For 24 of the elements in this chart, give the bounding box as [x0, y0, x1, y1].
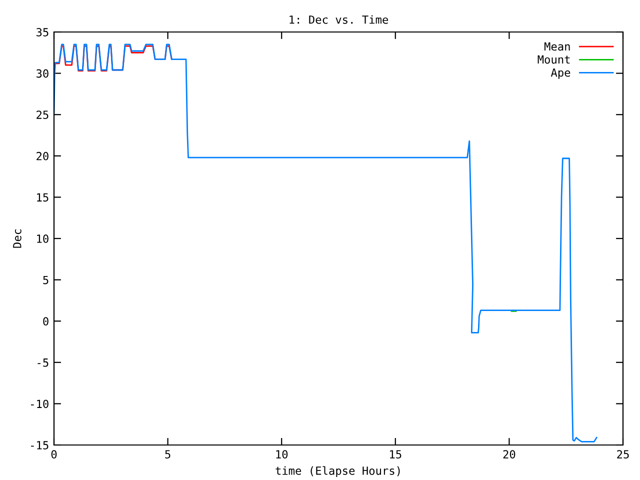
y-tick-label: -10: [31, 400, 48, 408]
y-tick-label: -15: [31, 441, 48, 450]
legend-label: Ape: [550, 68, 570, 79]
chart-title: 1: Dec vs. Time: [290, 15, 388, 24]
x-tick-label: 25: [617, 450, 629, 459]
line-series: [54, 44, 598, 442]
y-tick-label: 10: [37, 234, 48, 243]
y-tick-label: 35: [36, 28, 48, 36]
y-tick-label: 30: [36, 69, 48, 78]
y-tick-label: 25: [36, 110, 48, 120]
y-tick-label: 5: [43, 276, 48, 284]
x-tick-label: 10: [276, 450, 288, 459]
x-axis-title: time (Elapse Hours): [276, 466, 400, 478]
y-tick-label: 20: [36, 152, 48, 160]
legend-label: Mount: [538, 55, 570, 64]
x-tick-label: 5: [165, 450, 170, 459]
x-tick-label: 0: [51, 450, 57, 459]
y-axis-title: Dec: [13, 229, 22, 248]
legend-label: Mean: [544, 42, 570, 51]
x-tick-label: 15: [390, 450, 402, 459]
y-tick-label: -5: [38, 358, 48, 367]
x-tick-label: 20: [503, 450, 516, 459]
y-tick-label: 15: [37, 193, 48, 202]
y-tick-label: 0: [43, 317, 48, 326]
